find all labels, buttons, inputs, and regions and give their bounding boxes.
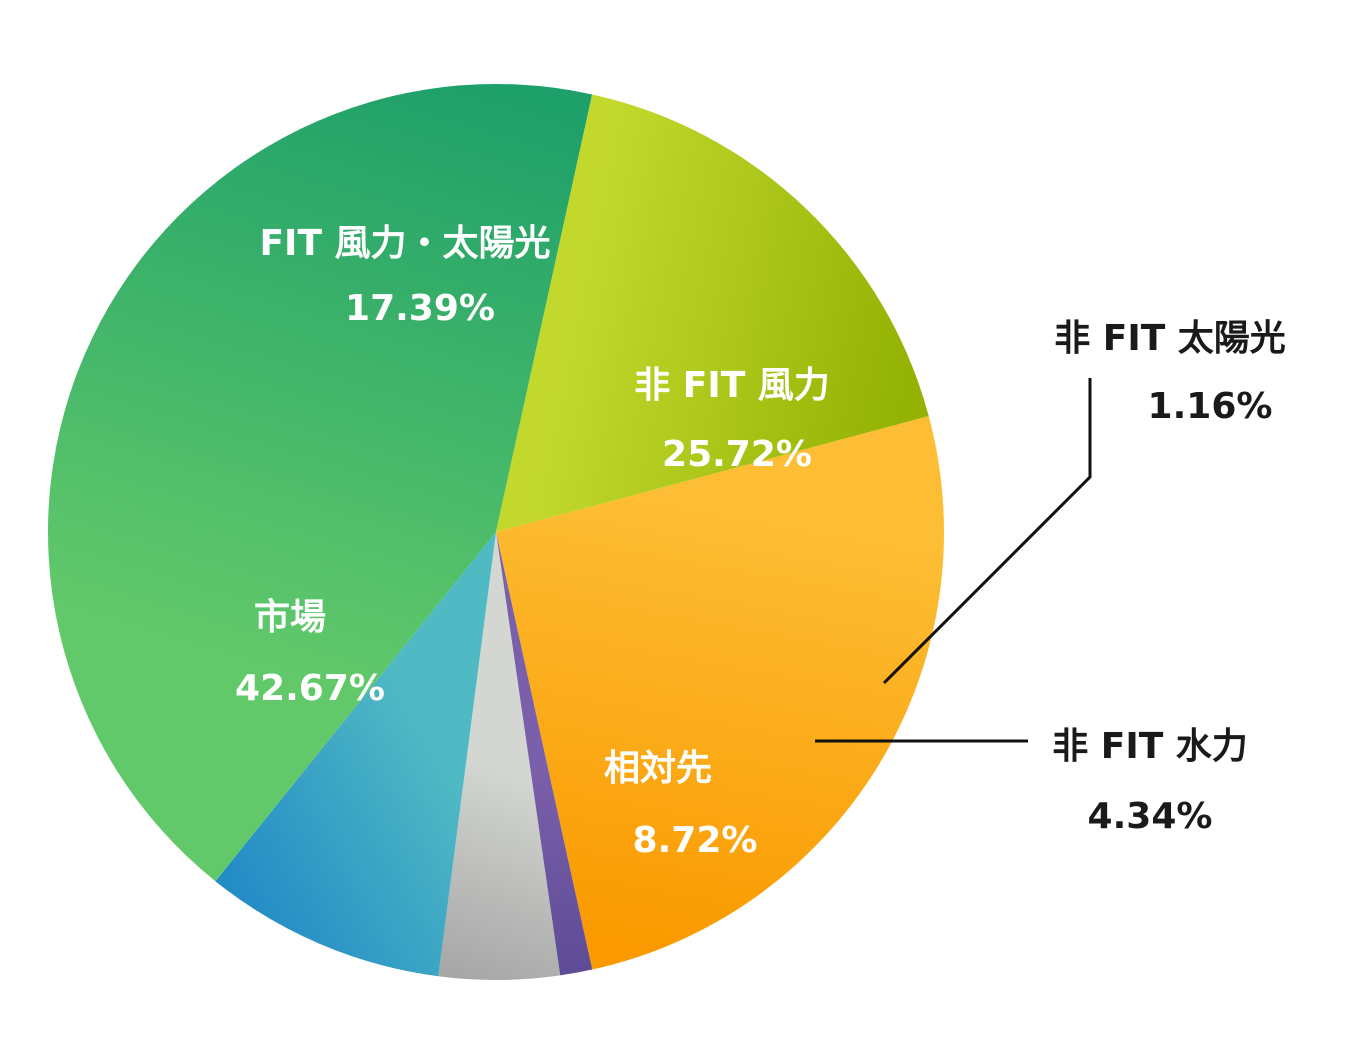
pie-slice-4 [47, 83, 593, 882]
label-name-nonfit-solar: 非 FIT 太陽光 [1054, 318, 1286, 359]
label-name-nonfit-wind: 非 FIT 風力 [634, 365, 830, 406]
label-name-fit-wind-solar: FIT 風力・太陽光 [259, 223, 550, 264]
label-value-market: 42.67% [235, 668, 385, 709]
pie-slice-0 [496, 416, 944, 970]
pie-slice-1 [496, 532, 593, 976]
label-value-bilateral: 8.72% [633, 820, 758, 861]
label-name-market: 市場 [254, 597, 326, 638]
pie-slices [47, 83, 944, 980]
label-value-nonfit-solar: 1.16% [1148, 386, 1273, 427]
pie-slice-3 [215, 532, 496, 977]
label-name-nonfit-hydro: 非 FIT 水力 [1052, 726, 1248, 767]
pie-slice-2 [438, 532, 561, 980]
slice-labels: FIT 風力・太陽光 17.39% 非 FIT 風力 25.72% 市場 42.… [235, 223, 1286, 861]
label-value-nonfit-wind: 25.72% [662, 434, 812, 475]
leader-line-solar [882, 378, 1092, 685]
label-name-bilateral: 相対先 [604, 748, 712, 789]
label-value-nonfit-hydro: 4.34% [1088, 796, 1213, 837]
leader-lines [815, 378, 1092, 743]
pie-slice-5 [496, 94, 929, 533]
label-value-fit-wind-solar: 17.39% [345, 288, 495, 329]
